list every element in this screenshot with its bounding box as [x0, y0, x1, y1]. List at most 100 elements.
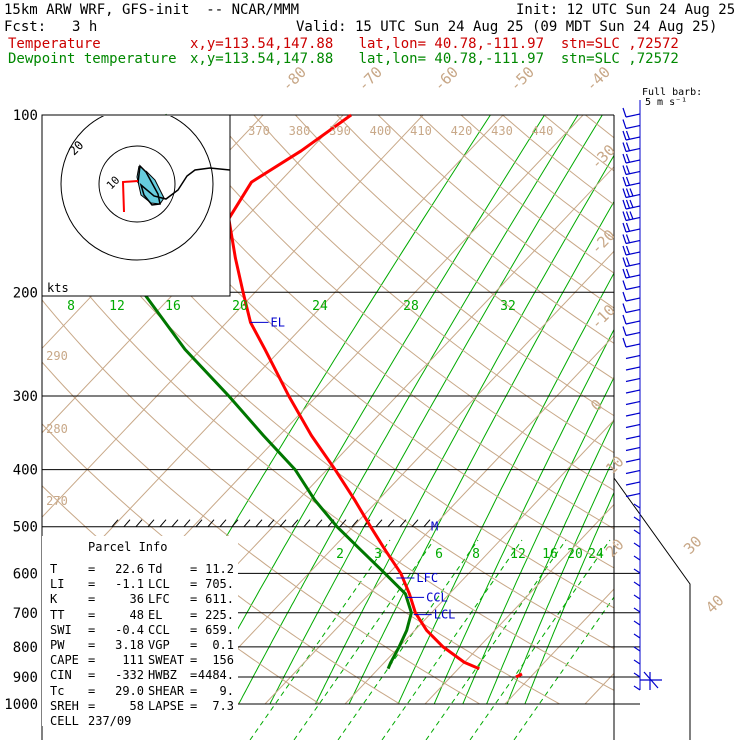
wind-barb	[622, 188, 641, 199]
wind-barb	[633, 568, 641, 574]
level-marker-label: LCL	[434, 608, 456, 622]
wind-barb-shaft	[625, 412, 641, 417]
wind-barb-flag	[625, 165, 631, 175]
wind-barb	[622, 268, 641, 279]
pressure-tick-label: 600	[13, 566, 38, 582]
parcel-info-equals: =	[190, 668, 198, 683]
parcel-info-label: SREH	[50, 698, 79, 713]
wind-barb	[625, 377, 641, 383]
wind-barb-shaft	[625, 492, 641, 498]
dry-adiabat	[87, 115, 614, 569]
hatch-mark	[219, 519, 227, 528]
dewpoint-legend-name: Dewpoint temperature	[8, 51, 177, 67]
hodograph-ring-inner	[98, 145, 176, 223]
isotherm	[665, 115, 740, 704]
wind-barb-flag	[625, 257, 631, 267]
isotherm-label: 30	[680, 532, 706, 558]
wind-barb	[625, 492, 641, 498]
wind-barb-flag	[622, 153, 627, 164]
parcel-info-equals: =	[190, 607, 198, 622]
isotherm-label: -70	[354, 63, 386, 95]
dry-adiabat	[212, 115, 614, 454]
mixing-ratio-line	[269, 115, 603, 705]
parcel-info-label: T	[50, 562, 58, 576]
hatch-mark	[423, 519, 431, 528]
dry-adiabat	[42, 236, 614, 691]
wind-barb-shaft	[633, 581, 641, 587]
wind-barb	[625, 435, 641, 440]
dry-adiabat-label: 440	[532, 124, 554, 138]
wind-barb-shaft	[633, 646, 641, 652]
hodograph-storm-motion	[121, 180, 139, 213]
parcel-info-label: LAPSE	[148, 698, 185, 713]
wind-barb-flag	[622, 119, 627, 129]
parcel-info-value: 237/09	[88, 714, 132, 728]
mixing-ratio-label: 32	[500, 299, 516, 314]
isotherm	[344, 419, 614, 705]
wind-barb-flag	[622, 107, 627, 118]
wind-barb-flag	[622, 337, 627, 348]
init-time: Init: 12 UTC Sun 24 Aug 25	[516, 2, 736, 18]
wind-barb-shaft	[625, 320, 641, 325]
isotherm-label: -40	[582, 63, 614, 95]
wind-barb	[625, 389, 641, 394]
valid-time: Valid: 15 UTC Sun 24 Aug 25 (09 MDT Sun …	[296, 19, 718, 35]
wind-barb-shaft	[625, 170, 641, 176]
wind-barb-shaft	[625, 354, 641, 360]
wind-barb	[633, 633, 641, 639]
wind-barb	[622, 337, 641, 348]
mixing-ratio-line	[524, 491, 614, 705]
wind-barb-shaft	[625, 262, 641, 268]
wind-barb-shaft	[633, 607, 641, 613]
mixing-ratio-label: 24	[312, 299, 328, 314]
wind-barb-shaft	[633, 594, 641, 600]
parcel-info-label: SWEAT	[148, 653, 185, 668]
hatch-mark	[267, 519, 275, 528]
wind-barb-shaft	[625, 308, 641, 314]
dry-adiabat	[502, 115, 614, 206]
hatch-mark	[207, 519, 215, 528]
wind-barb-shaft	[625, 182, 641, 187]
parcel-info-label: LCL	[148, 577, 170, 592]
wind-barb	[622, 211, 641, 222]
pressure-tick-label: 700	[13, 606, 38, 622]
dry-adiabat-label: 420	[451, 124, 473, 138]
wind-barb-flag	[622, 142, 627, 152]
hodograph-unit-label: kts	[47, 281, 69, 295]
parcel-info-label: CELL	[50, 714, 79, 728]
fcst-label: Fcst:	[4, 19, 47, 35]
parcel-info-value: 9.	[219, 683, 234, 698]
mixing-ratio-label: 6	[435, 547, 443, 562]
mixing-ratio-label: 20	[232, 299, 248, 314]
wind-barb-flag	[622, 314, 627, 325]
dry-adiabat-label: 380	[289, 124, 311, 138]
wind-barb-flag	[622, 245, 627, 256]
wind-barb-shaft	[625, 113, 641, 118]
temperature-profile	[227, 113, 480, 671]
wind-barb-shaft	[625, 377, 641, 383]
isotherm	[584, 672, 614, 705]
wind-barb	[622, 245, 641, 256]
wind-barb-shaft	[633, 555, 641, 561]
dry-adiabat-label: 390	[329, 124, 351, 138]
isotherm	[42, 115, 504, 603]
dry-adiabat	[295, 115, 614, 380]
parcel-info-equals: =	[190, 653, 198, 668]
hatch-mark	[315, 519, 323, 528]
wind-barb-flag	[622, 234, 627, 244]
dry-adiabat-label: 290	[46, 349, 68, 363]
parcel-info-label: Tc	[50, 683, 65, 698]
hatch-mark	[111, 519, 119, 528]
wind-barb	[625, 423, 641, 429]
wind-barb-flag	[625, 142, 631, 152]
wind-panel-frame	[613, 477, 691, 740]
wind-barb-flag	[622, 303, 627, 313]
wind-barb-shaft	[633, 685, 641, 691]
dry-adiabat	[46, 115, 614, 609]
parcel-info-equals: =	[88, 683, 96, 698]
wind-barb-flag	[625, 211, 631, 221]
wind-barb	[633, 685, 641, 691]
temperature-legend-name: Temperature	[8, 36, 101, 52]
